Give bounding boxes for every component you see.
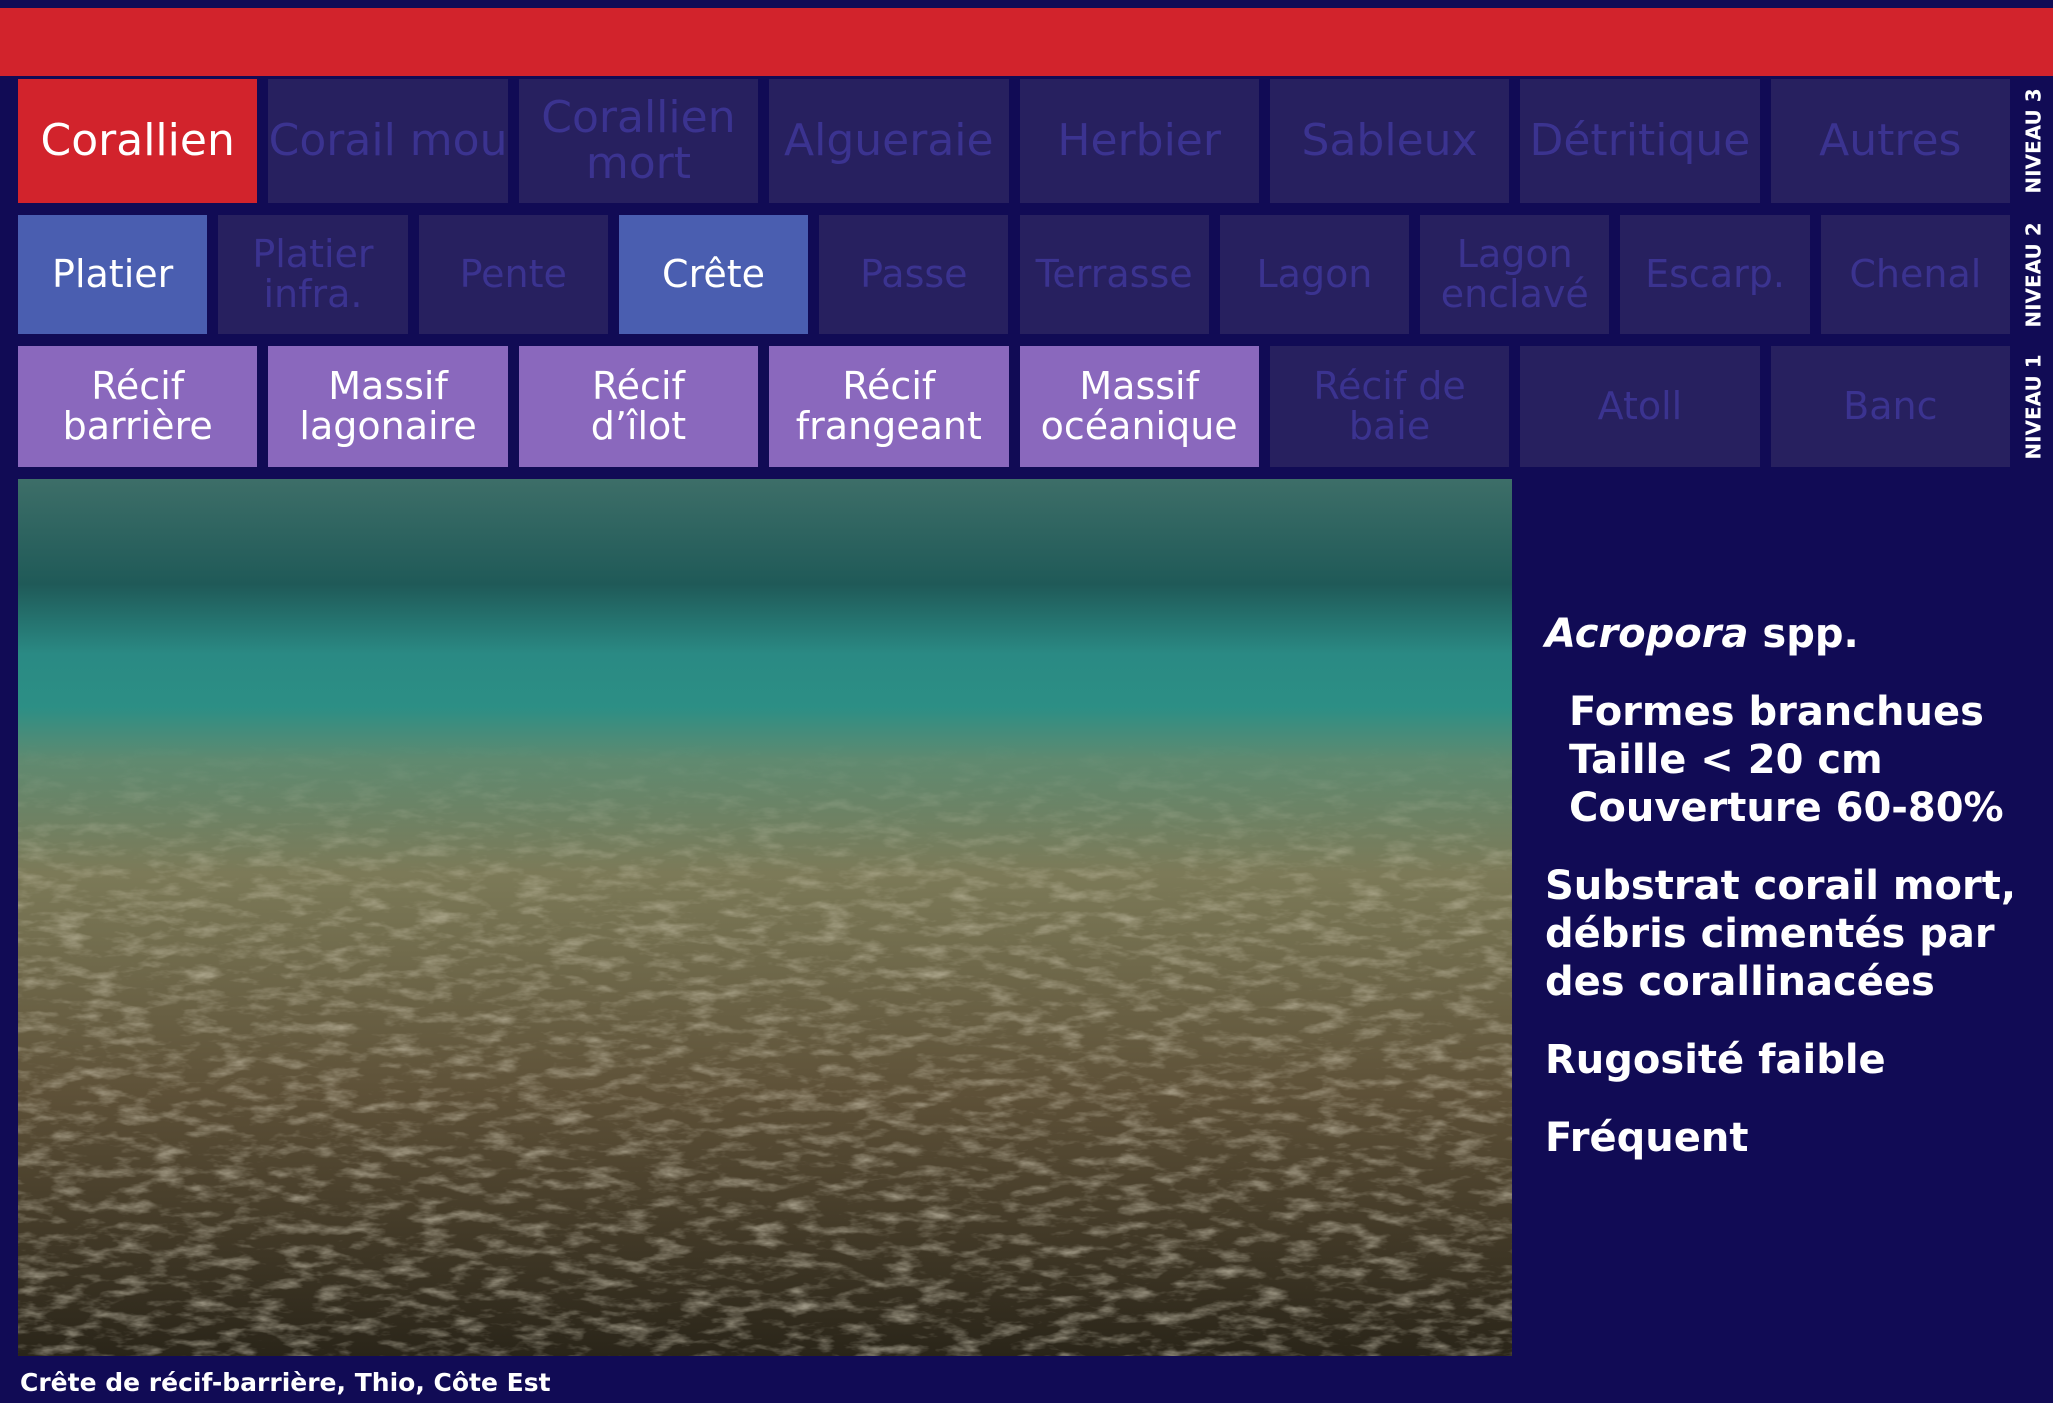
substrate-line: des corallinacées (1545, 958, 2016, 1006)
tab-label-line: Corallien (41, 118, 235, 164)
trait: Formes branchues (1569, 688, 2016, 736)
tab-label-line: Atoll (1598, 387, 1683, 427)
level-tab[interactable]: Pente (419, 215, 608, 334)
tab-label-line: Corail mou (269, 118, 508, 164)
level-tab[interactable]: Herbier (1020, 79, 1259, 203)
photo-caption: Crête de récif-barrière, Thio, Côte Est (20, 1368, 551, 1397)
species-suffix: spp. (1762, 611, 1858, 657)
tab-label-line: Banc (1843, 387, 1937, 427)
tab-label-line: mort (586, 141, 691, 187)
tab-label-line: océanique (1041, 407, 1238, 447)
tab-label-line: Platier (52, 255, 173, 295)
level-tab[interactable]: Banc (1771, 346, 2010, 467)
header-bar (0, 8, 2053, 76)
level-tab[interactable]: Détritique (1520, 79, 1759, 203)
tab-label-line: Passe (860, 255, 967, 295)
roughness: Rugosité faible (1545, 1036, 2016, 1084)
tab-label-line: Massif (1079, 367, 1199, 407)
tab-label-line: barrière (63, 407, 213, 447)
tab-label-line: Pente (460, 255, 567, 295)
tab-label-line: infra. (263, 275, 362, 315)
trait: Couverture 60-80% (1569, 784, 2016, 832)
tab-label-line: Sableux (1302, 118, 1478, 164)
tab-label-line: frangeant (796, 407, 982, 447)
page: CorallienCorail mouCorallienmortAlguerai… (0, 0, 2053, 1403)
level-tab[interactable]: Atoll (1520, 346, 1759, 467)
level-name: NIVEAU 1 (2021, 354, 2045, 459)
species: Acropora spp. (1545, 610, 2016, 658)
tab-label-line: d’îlot (591, 407, 686, 447)
tab-label-line: baie (1349, 407, 1430, 447)
frequency: Fréquent (1545, 1114, 2016, 1162)
tab-label-line: Autres (1819, 118, 1961, 164)
level-tab[interactable]: Corail mou (268, 79, 507, 203)
tab-label-line: Détritique (1529, 118, 1750, 164)
level-tab[interactable]: Sableux (1270, 79, 1509, 203)
level-tab[interactable]: Passe (819, 215, 1008, 334)
tab-label-line: Récif (91, 367, 184, 407)
genus: Acropora (1545, 611, 1748, 657)
tab-label-line: Récif de (1313, 367, 1465, 407)
level-tab[interactable]: Platier (18, 215, 207, 334)
level-tab[interactable]: Escarp. (1620, 215, 1809, 334)
level-tab[interactable]: Corallien (18, 79, 257, 203)
level-name: NIVEAU 3 (2021, 88, 2045, 193)
level-tab[interactable]: Algueraie (769, 79, 1008, 203)
level-name: NIVEAU 2 (2021, 222, 2045, 327)
tab-label-line: Corallien (541, 95, 735, 141)
substrate: Substrat corail mort,débris cimentés par… (1545, 862, 2016, 1006)
tab-label-line: Escarp. (1645, 255, 1785, 295)
tab-label-line: Algueraie (784, 118, 994, 164)
substrate-line: débris cimentés par (1545, 910, 2016, 958)
tab-label-line: Chenal (1849, 255, 1981, 295)
tab-label-line: Récif (592, 367, 685, 407)
tab-label-line: lagonaire (299, 407, 476, 447)
level-tab[interactable]: Autres (1771, 79, 2010, 203)
tab-label-line: Herbier (1057, 118, 1221, 164)
tab-label-line: Massif (328, 367, 448, 407)
tab-label-line: Lagon (1457, 235, 1573, 275)
tab-label-line: Récif (842, 367, 935, 407)
level-tab[interactable]: Lagon (1220, 215, 1409, 334)
level-tab[interactable]: Crête (619, 215, 808, 334)
tab-label-line: Platier (252, 235, 373, 275)
level-tab[interactable]: Terrasse (1020, 215, 1209, 334)
photo (18, 479, 1512, 1356)
tab-label-line: Crête (662, 255, 765, 295)
level-tab[interactable]: Chenal (1821, 215, 2010, 334)
substrate-line: Substrat corail mort, (1545, 862, 2016, 910)
trait: Taille < 20 cm (1569, 736, 2016, 784)
tab-label-line: Lagon (1256, 255, 1372, 295)
tab-label-line: enclavé (1441, 275, 1589, 315)
tab-label-line: Terrasse (1036, 255, 1193, 295)
